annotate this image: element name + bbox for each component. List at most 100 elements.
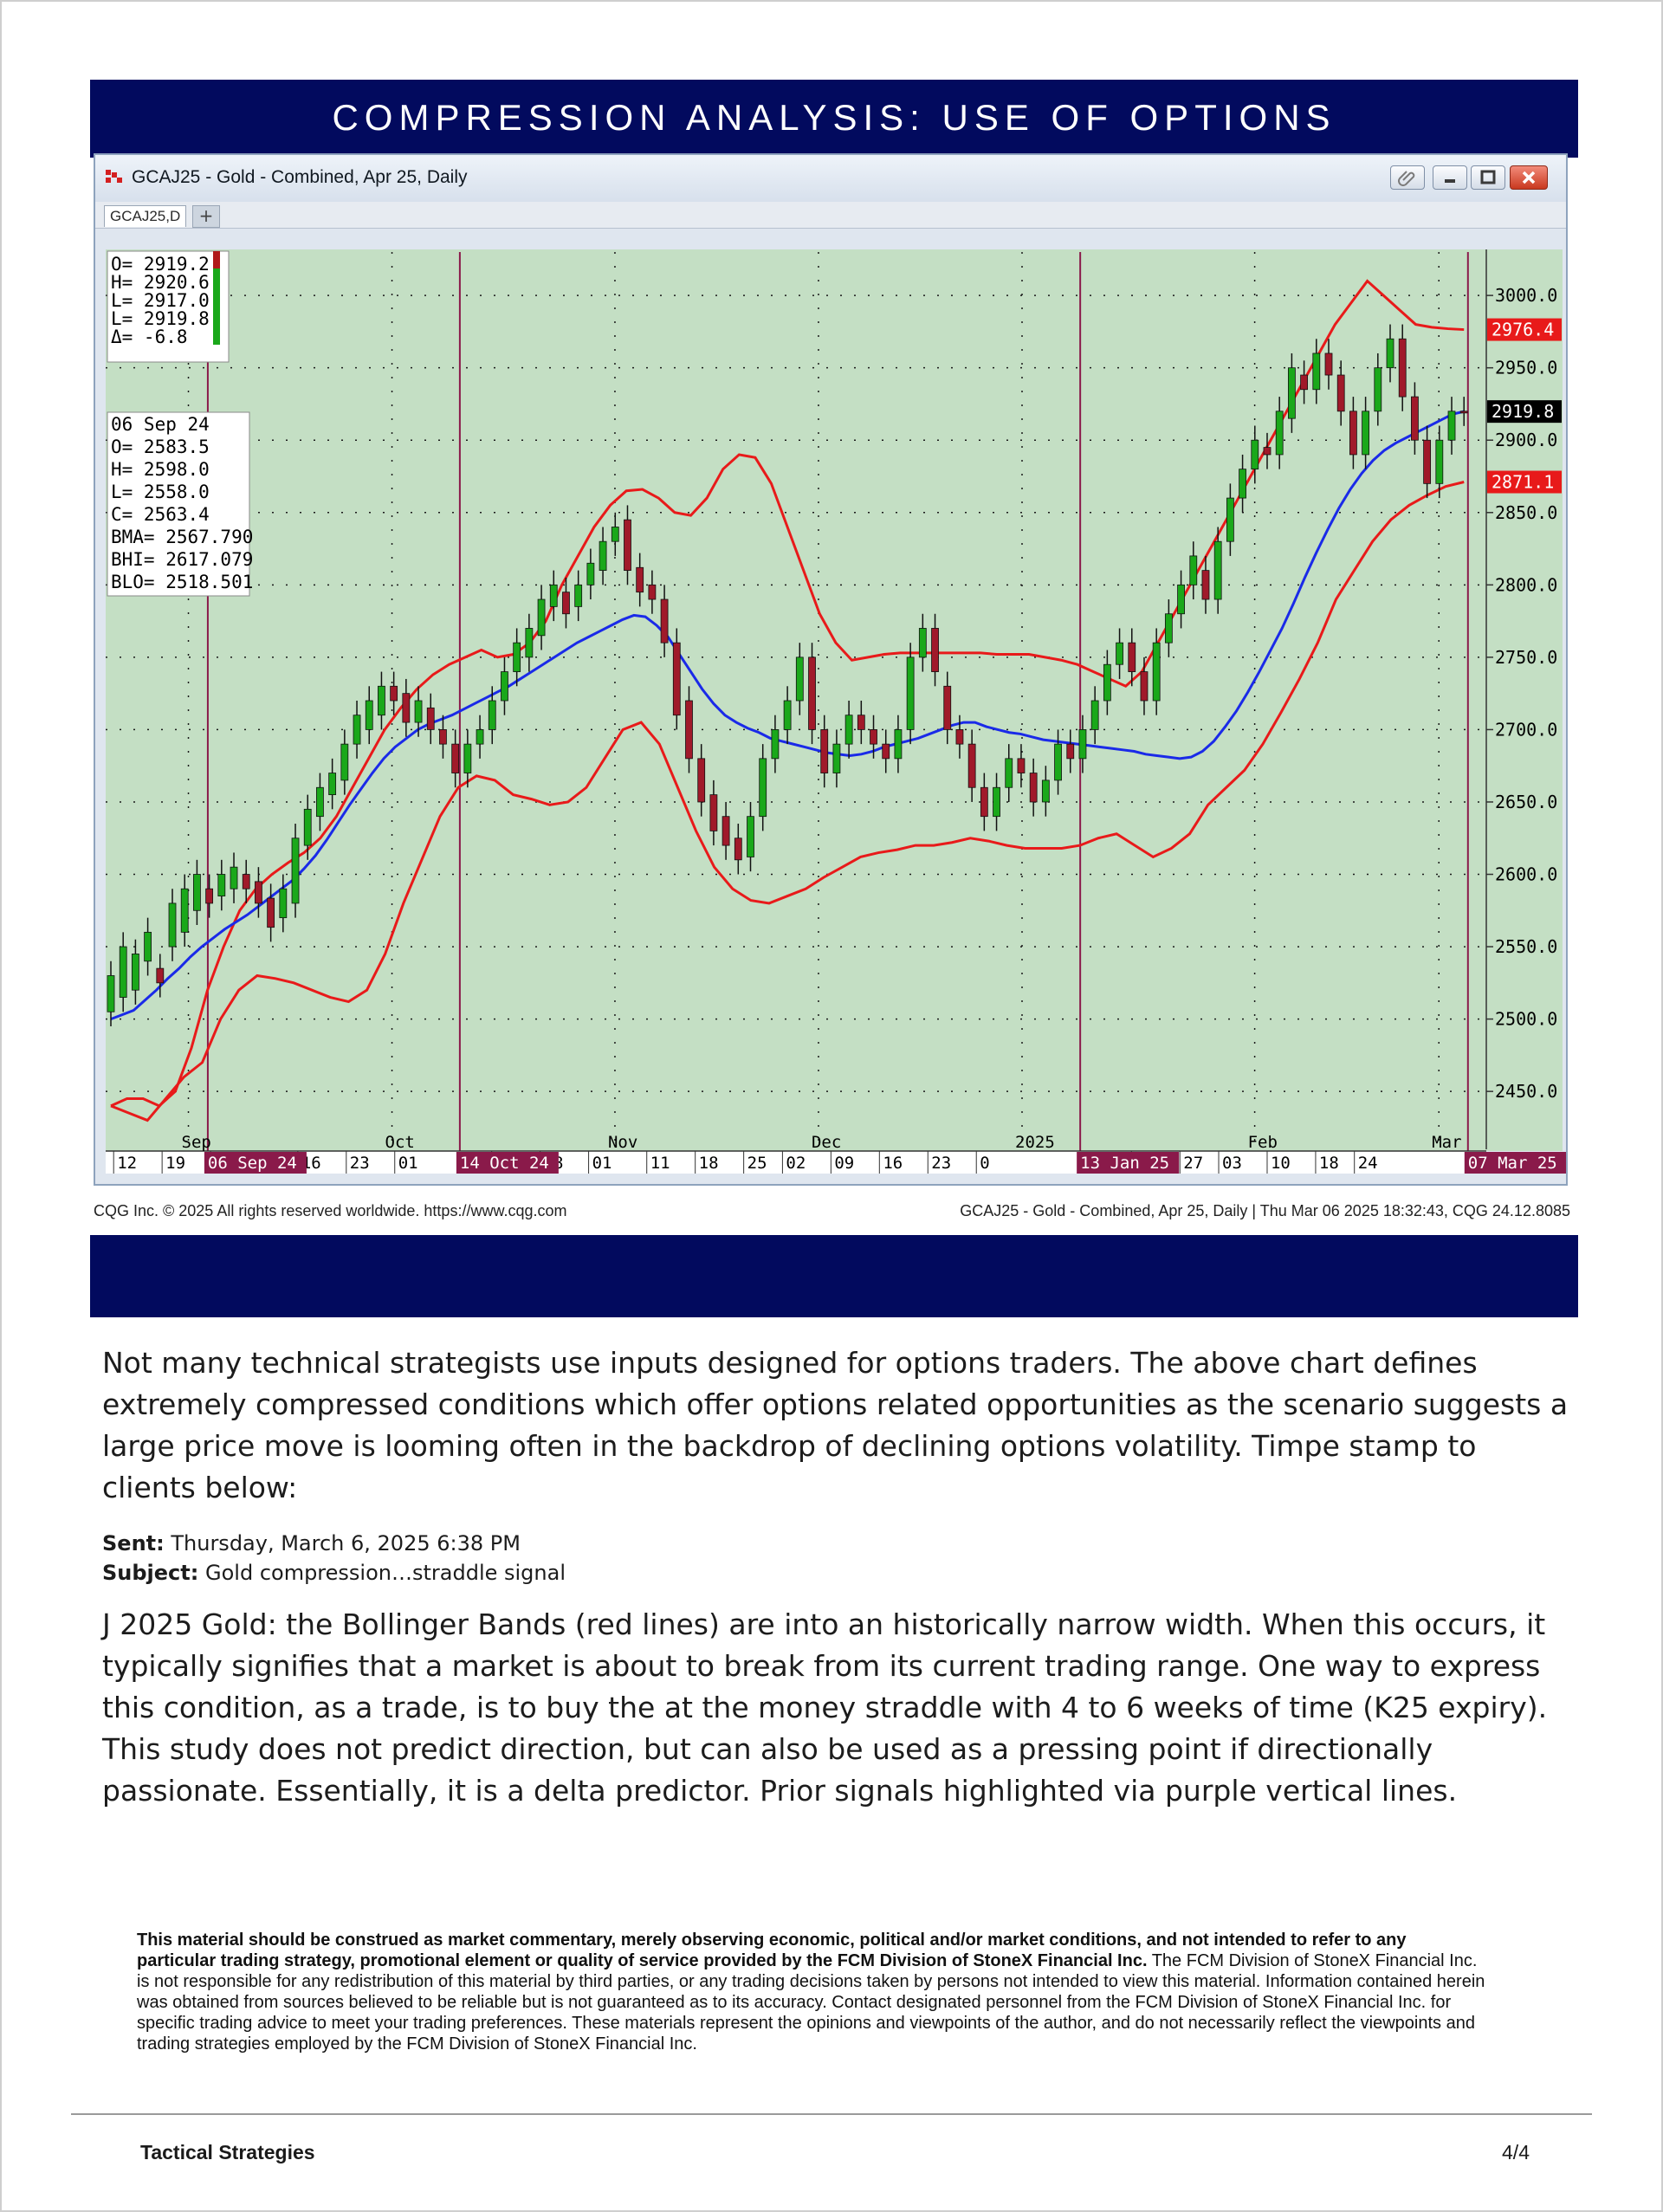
price-label-box xyxy=(1487,318,1562,341)
y-tick-label: 2650.0 xyxy=(1495,792,1557,812)
candle-up xyxy=(378,685,385,716)
tab-gcaj25[interactable]: GCAJ25,D xyxy=(104,205,187,227)
candle-up xyxy=(107,975,115,1012)
candle-down xyxy=(931,628,939,672)
ohlc-row: H= 2920.6 xyxy=(111,272,210,293)
candle-up xyxy=(918,628,927,658)
candle-up xyxy=(1005,758,1013,788)
y-tick-label: 2750.0 xyxy=(1495,647,1557,668)
candle-up xyxy=(894,729,903,760)
candle-up xyxy=(906,656,915,730)
candle-down xyxy=(1324,352,1333,376)
candle-up xyxy=(501,671,508,702)
ohlc-box: O= 2919.2H= 2920.6L= 2917.0L= 2919.8Δ= -… xyxy=(107,250,230,363)
candle-up xyxy=(119,946,127,998)
candle-up xyxy=(513,642,521,672)
candle-down xyxy=(1300,374,1308,391)
close-button[interactable] xyxy=(1510,165,1548,190)
cursor-row: H= 2598.0 xyxy=(111,459,210,480)
date-label: 01 xyxy=(398,1154,418,1173)
candle-up xyxy=(1078,729,1087,760)
candle-down xyxy=(390,685,398,702)
y-tick-label: 2500.0 xyxy=(1495,1009,1557,1030)
y-tick-label: 2600.0 xyxy=(1495,864,1557,885)
candle-down xyxy=(426,707,435,730)
subject-value: Gold compression…straddle signal xyxy=(205,1561,566,1585)
pin-button[interactable] xyxy=(1390,165,1425,190)
candle-up xyxy=(1275,411,1284,456)
minimize-button[interactable] xyxy=(1433,165,1467,190)
date-label: 12 xyxy=(117,1154,137,1173)
footer-section-title: Tactical Strategies xyxy=(140,2141,315,2163)
candle-up xyxy=(303,808,312,846)
cursor-row: L= 2558.0 xyxy=(111,482,210,502)
sent-value: Thursday, March 6, 2025 6:38 PM xyxy=(171,1531,521,1556)
chart-window: GCAJ25 - Gold - Combined, Apr 25, Daily … xyxy=(94,153,1568,1186)
y-tick-label: 2850.0 xyxy=(1495,502,1557,523)
maximize-button[interactable] xyxy=(1471,165,1505,190)
candle-down xyxy=(648,584,657,600)
candle-up xyxy=(574,584,583,607)
candle-up xyxy=(1447,411,1456,441)
candle-down xyxy=(1128,642,1136,672)
candle-up xyxy=(180,888,189,933)
month-label: Feb xyxy=(1248,1133,1278,1152)
candle-up xyxy=(771,729,780,760)
footer-divider xyxy=(71,2113,1592,2115)
candle-down xyxy=(1411,396,1419,441)
candle-up xyxy=(168,902,177,948)
candle-down xyxy=(882,743,890,760)
date-label: 03 xyxy=(1222,1154,1242,1173)
candle-up xyxy=(759,758,767,818)
candle-up xyxy=(795,656,804,702)
cursor-box: 06 Sep 24 O= 2583.5H= 2598.0L= 2558.0C= … xyxy=(107,411,253,597)
email-sent-line: Sent: Thursday, March 6, 2025 6:38 PM xyxy=(102,1531,521,1556)
date-label: 23 xyxy=(931,1154,951,1173)
candle-up xyxy=(1251,439,1259,470)
cursor-row: BHI= 2617.079 xyxy=(111,549,253,570)
candle-up xyxy=(1287,367,1296,419)
candle-down xyxy=(439,729,447,745)
candle-up xyxy=(414,700,423,723)
y-tick-label: 2700.0 xyxy=(1495,719,1557,740)
price-label-box xyxy=(1487,470,1562,494)
candle-up xyxy=(463,743,472,773)
candle-down xyxy=(1336,374,1345,412)
candle-down xyxy=(1140,671,1149,702)
title-banner: COMPRESSION ANALYSIS: USE OF OPTIONS xyxy=(90,80,1578,158)
candle-up xyxy=(832,743,841,773)
candle-down xyxy=(709,794,718,831)
month-label: Nov xyxy=(608,1133,637,1152)
y-tick-label: 2900.0 xyxy=(1495,430,1557,450)
candle-up xyxy=(328,773,337,796)
add-tab-button[interactable]: + xyxy=(192,205,220,228)
candle-up xyxy=(611,527,619,542)
candle-up xyxy=(586,562,595,585)
candle-up xyxy=(537,598,546,637)
candle-down xyxy=(451,743,460,773)
candle-up xyxy=(1189,555,1198,585)
candle-up xyxy=(1386,338,1394,369)
candle-down xyxy=(734,838,742,861)
date-label: 19 xyxy=(165,1154,185,1173)
close-icon xyxy=(1522,171,1536,184)
date-label: 16 xyxy=(883,1154,903,1173)
window-titlebar: GCAJ25 - Gold - Combined, Apr 25, Daily xyxy=(95,155,1566,202)
candle-down xyxy=(1029,773,1038,803)
month-label: 2025 xyxy=(1015,1133,1055,1152)
candle-down xyxy=(562,592,570,615)
price-chart[interactable]: 3000.02950.02900.02850.02800.02750.02700… xyxy=(95,155,1566,1184)
candle-up xyxy=(747,816,754,857)
chart-credit-left: CQG Inc. © 2025 All rights reserved worl… xyxy=(94,1202,567,1219)
signal-date-label: 13 Jan 25 xyxy=(1080,1154,1169,1173)
date-label: 27 xyxy=(1183,1154,1203,1173)
date-label: 09 xyxy=(834,1154,854,1173)
candle-down xyxy=(672,642,681,716)
ohlc-row: L= 2919.8 xyxy=(111,308,210,329)
y-tick-label: 2950.0 xyxy=(1495,358,1557,378)
candle-up xyxy=(132,954,139,991)
disclaimer-bold: This material should be construed as mar… xyxy=(137,1931,1407,1970)
signal-date-label: 14 Oct 24 xyxy=(460,1154,549,1173)
candle-up xyxy=(844,715,853,745)
